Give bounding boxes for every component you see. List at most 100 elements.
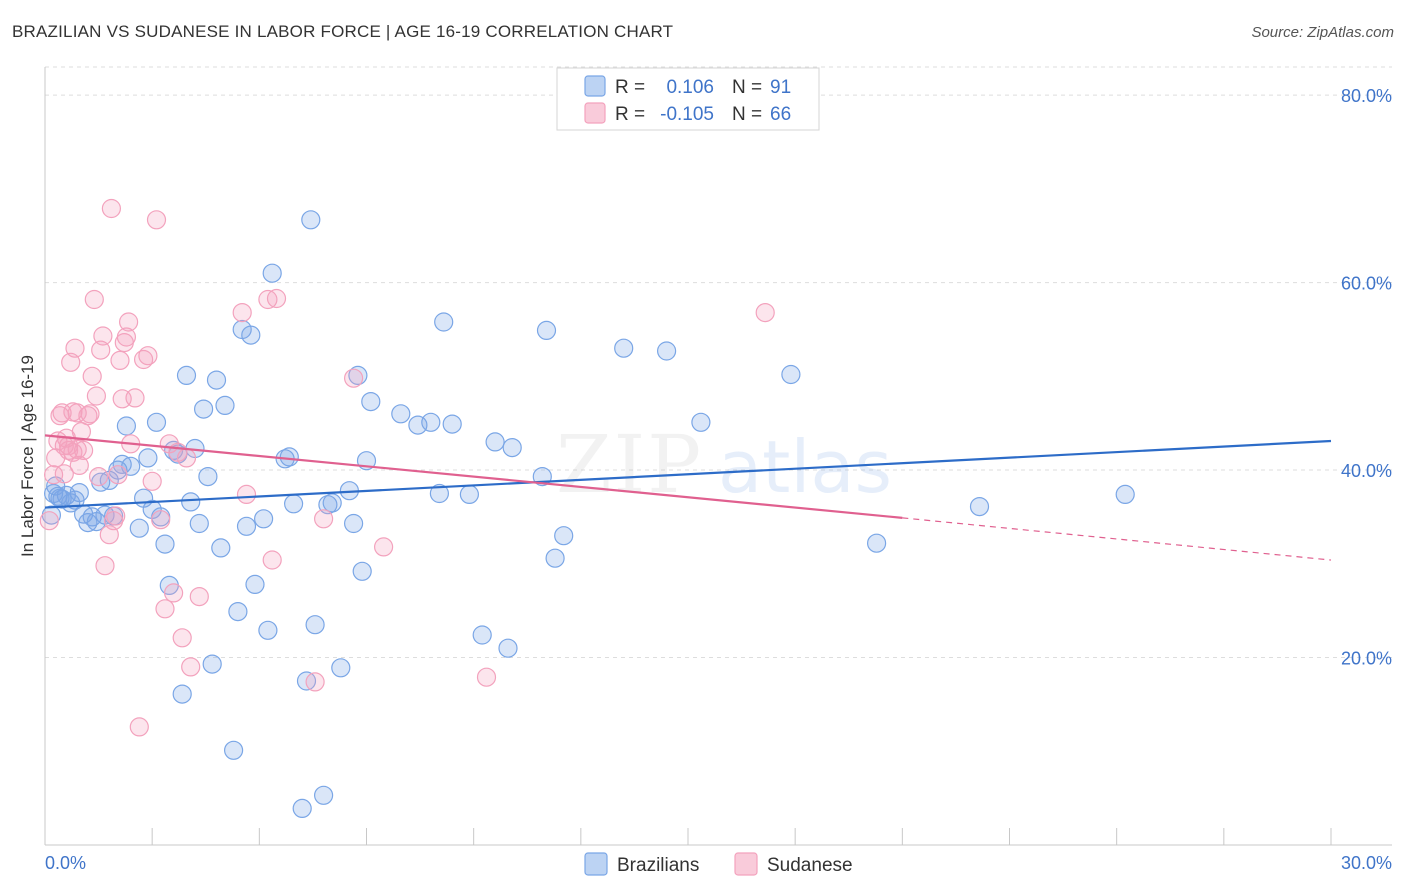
data-point-brazilians [206, 370, 227, 390]
data-point-sudanese [181, 657, 201, 677]
data-point-sudanese [344, 368, 364, 388]
x-tick-labels: 0.0% 30.0% [45, 853, 1392, 873]
data-point-sudanese [101, 198, 122, 219]
data-point-sudanese [106, 506, 126, 526]
data-point-brazilians [301, 210, 321, 230]
data-point-brazilians [155, 534, 175, 554]
data-point-sudanese [39, 511, 59, 531]
data-point-brazilians [284, 494, 304, 514]
bottom-legend-label-sudanese: Sudanese [767, 855, 853, 876]
data-point-sudanese [119, 312, 139, 332]
data-point-sudanese [129, 717, 149, 737]
data-point-sudanese [305, 672, 325, 692]
data-point-brazilians [146, 412, 167, 432]
data-point-brazilians [545, 548, 565, 568]
data-point-brazilians [176, 365, 197, 385]
x-tick-label-max: 30.0% [1341, 853, 1392, 873]
data-point-sudanese [476, 667, 497, 687]
trendline-extension-sudanese [902, 517, 1332, 561]
data-point-brazilians [866, 533, 887, 553]
data-point-brazilians [498, 638, 518, 658]
data-point-brazilians [241, 325, 261, 345]
legend-swatch-sudanese [584, 102, 606, 124]
data-point-sudanese [314, 509, 334, 529]
svg-text:atlas: atlas [718, 425, 892, 509]
watermark: ZIP atlas [556, 418, 892, 511]
data-point-brazilians [215, 395, 235, 415]
data-point-brazilians [314, 785, 334, 805]
data-point-sudanese [67, 439, 87, 459]
data-point-brazilians [442, 414, 462, 434]
data-point-brazilians [181, 492, 201, 512]
data-point-sudanese [84, 289, 104, 310]
data-point-brazilians [211, 538, 231, 558]
bottom-legend-label-brazilians: Brazilians [617, 855, 699, 876]
data-point-sudanese [151, 510, 171, 530]
data-point-brazilians [50, 488, 70, 508]
legend-r-value-brazilians: 0.106 [666, 77, 714, 98]
trendline-sudanese [44, 434, 903, 519]
trendline-brazilians [44, 439, 1332, 509]
data-point-brazilians [781, 364, 801, 385]
data-point-brazilians [656, 341, 677, 361]
data-point-sudanese [43, 465, 64, 485]
legend-n-value-brazilians: 91 [770, 77, 791, 98]
data-point-brazilians [258, 620, 278, 640]
legend-r-value-sudanese: -0.105 [660, 104, 714, 125]
data-point-sudanese [50, 406, 70, 426]
y-axis-label: In Labor Force | Age 16-19 [18, 355, 37, 557]
series-brazilians [41, 210, 1135, 819]
data-point-brazilians [485, 432, 505, 452]
data-point-brazilians [262, 263, 282, 283]
data-point-brazilians [502, 438, 522, 458]
data-point-sudanese [755, 303, 775, 323]
data-point-brazilians [198, 467, 218, 487]
source-label: Source: ZipAtlas.com [1251, 24, 1394, 41]
data-point-brazilians [279, 447, 299, 467]
bottom-legend: Brazilians Sudanese [584, 852, 853, 876]
data-point-brazilians [429, 483, 449, 504]
data-point-brazilians [1115, 484, 1135, 504]
data-point-brazilians [472, 625, 492, 645]
y-tick-label: 60.0% [1341, 274, 1392, 294]
data-point-sudanese [65, 338, 85, 358]
data-point-sudanese [266, 288, 287, 309]
data-point-sudanese [232, 303, 252, 323]
data-point-sudanese [116, 327, 137, 347]
legend-n-label-sudanese: N = [732, 104, 762, 125]
data-point-brazilians [138, 448, 158, 468]
data-point-sudanese [138, 346, 158, 366]
data-point-brazilians [352, 561, 372, 581]
data-point-sudanese [176, 448, 197, 468]
data-point-brazilians [536, 320, 557, 340]
data-point-sudanese [142, 471, 162, 491]
data-point-brazilians [614, 338, 634, 358]
data-point-brazilians [434, 312, 454, 332]
data-point-brazilians [459, 484, 479, 504]
data-point-sudanese [108, 465, 128, 485]
y-tick-labels: 20.0% 40.0% 60.0% 80.0% [1341, 86, 1392, 668]
legend-n-value-sudanese: 66 [770, 104, 791, 125]
x-tick-label-min: 0.0% [45, 853, 86, 873]
data-point-brazilians [305, 615, 325, 635]
data-point-sudanese [86, 386, 107, 406]
y-tick-label: 80.0% [1341, 86, 1392, 106]
gridlines [45, 66, 1392, 659]
bottom-legend-swatch-brazilians [584, 852, 608, 876]
data-point-brazilians [254, 509, 274, 529]
data-point-brazilians [236, 516, 257, 536]
data-point-brazilians [224, 740, 244, 760]
legend-r-label-sudanese: R = [615, 104, 645, 125]
data-point-brazilians [172, 684, 192, 704]
data-point-sudanese [374, 537, 394, 557]
data-point-sudanese [236, 484, 257, 504]
data-point-brazilians [421, 412, 441, 432]
data-point-brazilians [344, 513, 364, 534]
data-point-sudanese [189, 586, 209, 607]
chart-title: BRAZILIAN VS SUDANESE IN LABOR FORCE | A… [12, 22, 674, 41]
data-point-brazilians [554, 526, 574, 546]
data-point-sudanese [262, 550, 282, 570]
data-point-sudanese [172, 628, 192, 648]
y-tick-label: 20.0% [1341, 649, 1392, 669]
